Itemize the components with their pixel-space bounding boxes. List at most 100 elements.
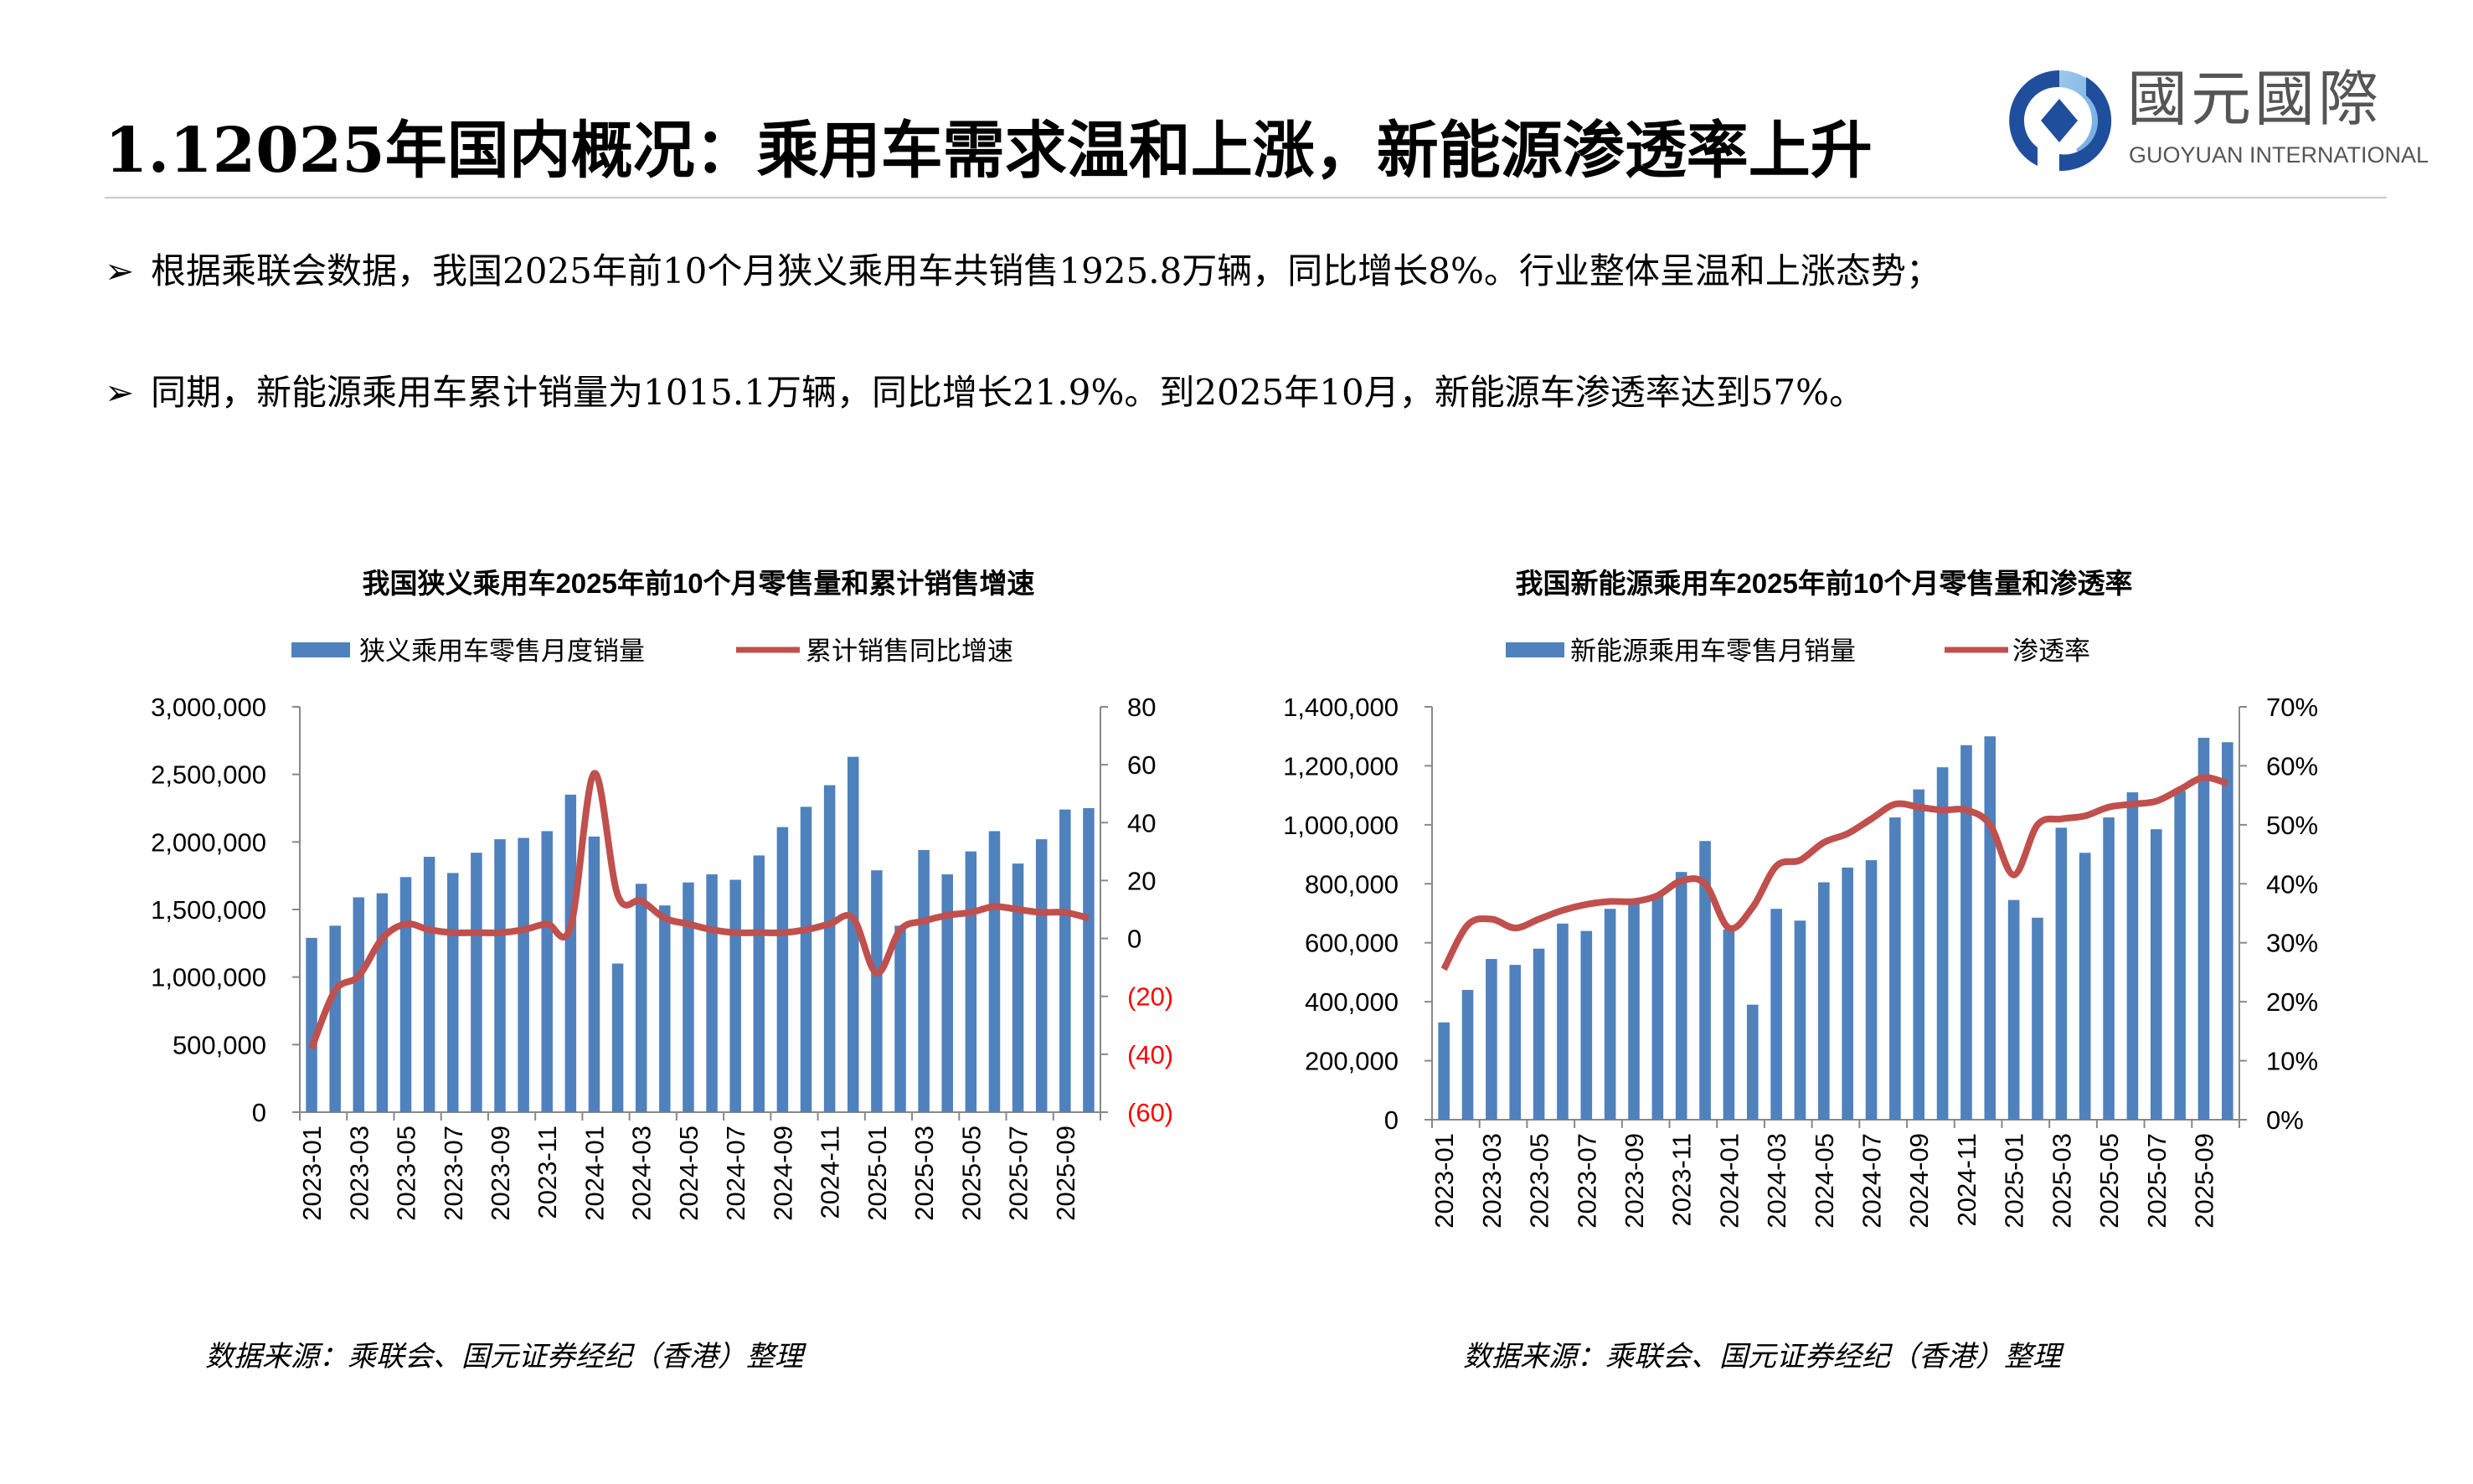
y-tick-label-right: 40% — [2266, 869, 2318, 899]
series-line — [1440, 774, 2229, 971]
logo-text-cn: 國元國際 — [2127, 64, 2383, 134]
bar — [1699, 841, 1711, 1120]
bar — [706, 874, 718, 1112]
source-note-left: 数据来源：乘联会、国元证券经纪（香港）整理 — [205, 1340, 803, 1373]
bar — [1889, 817, 1901, 1120]
x-tick-label: 2024-05 — [1810, 1133, 1839, 1229]
y-tick-label-right: (20) — [1127, 982, 1173, 1012]
x-tick-label: 2024-11 — [1952, 1133, 1981, 1226]
legend-bar-swatch — [291, 642, 350, 657]
bar — [2079, 853, 2091, 1120]
bar — [2032, 917, 2043, 1120]
x-tick-label: 2024-09 — [768, 1126, 797, 1221]
bar — [1746, 1004, 1759, 1120]
y-tick-label-right: 10% — [2266, 1047, 2318, 1076]
bar — [353, 897, 365, 1112]
bar — [1035, 839, 1048, 1112]
bar — [988, 831, 1001, 1112]
bar — [2222, 742, 2233, 1120]
bar — [518, 837, 529, 1112]
chart-title: 我国狭义乘用车2025年前10个月零售量和累计销售增速 — [362, 568, 1034, 599]
bar — [1794, 920, 1806, 1120]
y-tick-label-left: 1,000,000 — [1283, 811, 1399, 840]
x-tick-label: 2024-03 — [1762, 1133, 1791, 1229]
legend-label: 累计销售同比增速 — [806, 636, 1013, 666]
x-tick-label: 2023-01 — [297, 1126, 327, 1221]
bar — [1604, 909, 1616, 1120]
x-tick-label: 2025-03 — [909, 1126, 939, 1221]
bar — [564, 794, 577, 1112]
bar — [1486, 959, 1497, 1120]
x-tick-label: 2023-03 — [344, 1126, 374, 1221]
bar — [2126, 792, 2139, 1120]
y-tick-label-right: 20 — [1127, 866, 1156, 895]
chart-title: 我国新能源乘用车2025年前10个月零售量和渗透率 — [1515, 568, 2132, 599]
x-tick-label: 2025-09 — [1051, 1126, 1080, 1221]
x-tick-label: 2024-09 — [1904, 1133, 1934, 1229]
series-line — [308, 770, 1090, 1050]
y-tick-label-left: 0 — [1384, 1105, 1399, 1135]
legend-bar-swatch — [1506, 642, 1564, 657]
title-divider — [105, 197, 2387, 198]
arrow-bullet-icon: ➢ — [105, 372, 135, 413]
x-tick-label: 2023-09 — [1620, 1133, 1649, 1229]
y-tick-label-right: 70% — [2266, 693, 2318, 722]
legend-label: 狭义乘用车零售月度销量 — [359, 636, 645, 666]
x-tick-label: 2023-05 — [1525, 1133, 1554, 1229]
bar — [1012, 863, 1024, 1112]
bar — [848, 756, 859, 1112]
y-tick-label-right: 30% — [2266, 929, 2318, 958]
y-tick-label-right: 0% — [2266, 1105, 2304, 1135]
bar — [2103, 817, 2115, 1120]
y-tick-label-left: 400,000 — [1305, 987, 1399, 1017]
logo-text-en: GUOYUAN INTERNATIONAL — [2129, 142, 2429, 167]
y-tick-label-right: (40) — [1127, 1040, 1173, 1069]
x-tick-label: 2025-09 — [2189, 1133, 2218, 1229]
bullet-text: 根据乘联会数据，我国2025年前10个月狭义乘用车共销售1925.8万辆，同比增… — [151, 250, 1941, 291]
y-tick-label-right: 40 — [1127, 808, 1156, 837]
y-tick-label-right: 20% — [2266, 987, 2318, 1017]
bar — [1842, 867, 1853, 1120]
bar — [776, 827, 789, 1112]
x-tick-label: 2023-09 — [486, 1126, 515, 1221]
y-tick-label-left: 1,200,000 — [1283, 751, 1399, 781]
bar — [1984, 736, 1996, 1120]
bar — [423, 857, 435, 1112]
x-tick-label: 2025-07 — [1004, 1126, 1033, 1221]
y-tick-label-left: 1,500,000 — [151, 895, 266, 925]
bar — [1083, 808, 1095, 1112]
x-tick-label: 2024-05 — [674, 1126, 703, 1221]
y-tick-label-left: 1,000,000 — [151, 963, 266, 992]
bar — [1723, 929, 1735, 1120]
bar — [1865, 860, 1878, 1120]
y-tick-label-left: 200,000 — [1305, 1047, 1399, 1076]
x-tick-label: 2023-07 — [1572, 1133, 1601, 1229]
x-tick-label: 2025-03 — [2047, 1133, 2076, 1229]
bar — [1557, 923, 1569, 1120]
bar — [447, 873, 459, 1112]
bar — [541, 831, 553, 1112]
bar — [611, 963, 624, 1112]
guoyuan-logo-icon — [2009, 70, 2112, 172]
bar — [329, 925, 341, 1112]
bar — [1509, 965, 1522, 1120]
bar — [683, 882, 694, 1112]
bar — [1533, 948, 1545, 1120]
bar — [1628, 901, 1640, 1120]
bar — [494, 839, 506, 1112]
bullet-item: ➢ 同期，新能源乘用车累计销量为1015.1万辆，同比增长21.9%。到2025年… — [105, 364, 1864, 415]
y-tick-label-left: 800,000 — [1305, 869, 1399, 899]
x-tick-label: 2023-07 — [439, 1126, 468, 1221]
bar — [471, 853, 482, 1112]
y-tick-label-left: 3,000,000 — [151, 693, 266, 722]
bar — [918, 850, 930, 1112]
y-tick-label-right: 50% — [2266, 811, 2318, 840]
arrow-bullet-icon: ➢ — [105, 250, 135, 291]
bar — [1675, 872, 1687, 1120]
x-tick-label: 2024-01 — [1714, 1133, 1744, 1229]
y-tick-label-left: 0 — [252, 1098, 266, 1127]
source-note-right: 数据来源：乘联会、国元证券经纪（香港）整理 — [1463, 1340, 2061, 1373]
bar — [2150, 829, 2162, 1120]
bar — [1818, 882, 1830, 1120]
bar — [2007, 899, 2020, 1120]
